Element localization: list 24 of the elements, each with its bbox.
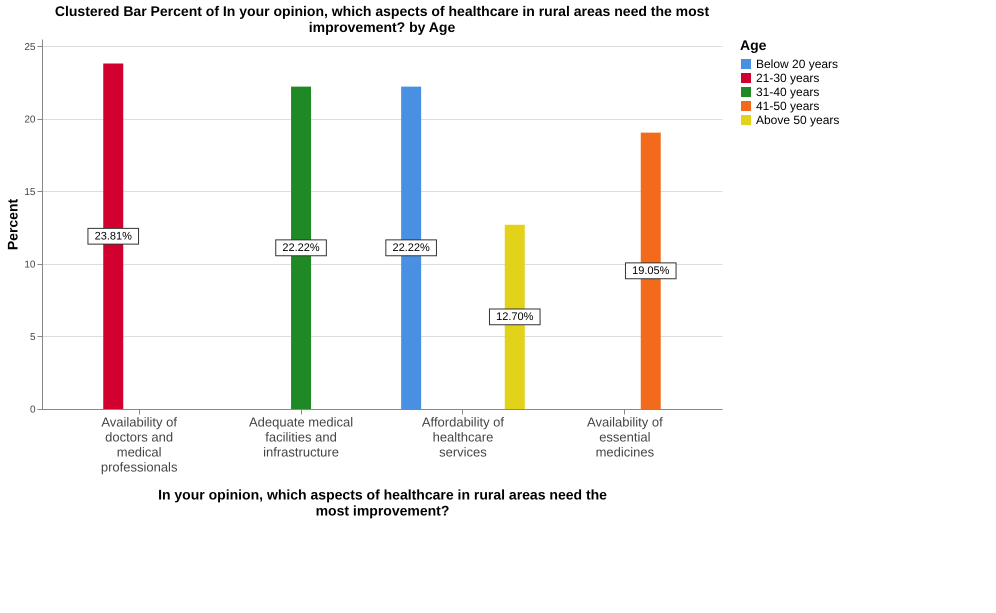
y-tick-label: 0: [30, 404, 36, 416]
y-tick-label: 15: [24, 186, 36, 198]
legend-label: 21-30 years: [756, 71, 820, 85]
chart-title: Clustered Bar Percent of In your opinion, which aspects of healthcare in rural areas need the most improvement? by Age: [54, 3, 710, 35]
data-label: 22.22%: [282, 242, 320, 254]
x-tick-label: Availability of essential medicines: [587, 414, 664, 460]
y-tick-label: 20: [24, 114, 36, 126]
data-label: 22.22%: [392, 242, 430, 254]
data-label: 23.81%: [94, 230, 132, 242]
legend-label: 31-40 years: [756, 85, 820, 99]
y-tick-label: 25: [24, 42, 36, 53]
data-label: 12.70%: [496, 310, 534, 323]
x-tick-label: Affordability of healthcare services: [422, 414, 504, 460]
y-axis-title: Percent: [4, 198, 20, 250]
legend-label: Below 20 years: [756, 57, 838, 71]
x-tick-label: Availability of doctors and medical professionals: [100, 414, 178, 474]
y-tick-label: 5: [30, 332, 36, 343]
legend-label: Above 50 years: [756, 113, 840, 127]
legend-title: Age: [740, 37, 767, 53]
x-axis-title: In your opinion, which aspects of healthcare in rural areas need the most improvement?: [158, 486, 608, 518]
x-tick-label: Adequate medical facilities and infrastructure: [249, 414, 354, 460]
legend-label: 41-50 years: [756, 99, 820, 113]
data-label: 19.05%: [632, 264, 670, 277]
y-tick-label: 10: [24, 259, 36, 270]
